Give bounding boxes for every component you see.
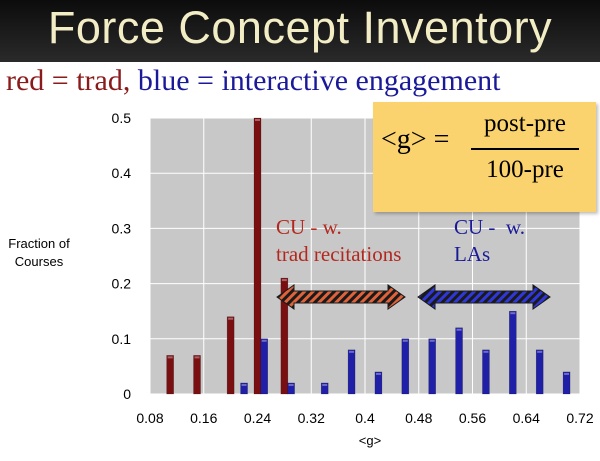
x-tick-label: 0.72 (566, 410, 593, 426)
x-tick-label: 0.56 (459, 410, 486, 426)
y-tick-label: 0.2 (112, 276, 132, 292)
trad-bar-highlight (255, 119, 260, 121)
interactive-range-arrow (417, 284, 551, 310)
y-tick-label: 0.1 (112, 331, 132, 347)
interactive-bar (320, 382, 329, 395)
trad-bar (193, 355, 201, 395)
interactive-bar-highlight (483, 350, 489, 353)
x-axis-label: <g> (358, 433, 382, 448)
y-tick-label: 0.4 (112, 165, 132, 181)
title-bar: Force Concept Inventory (0, 0, 600, 62)
interactive-bar-highlight (349, 350, 355, 353)
x-tick-label: 0.08 (136, 410, 163, 426)
interactive-bar-highlight (429, 339, 435, 342)
slide-title: Force Concept Inventory (47, 2, 553, 53)
y-axis-label: Fraction of Courses (8, 236, 70, 269)
tick-labels: 0.08 0.16 0.24 0.32 0.4 0.48 0.56 0.64 0.72 0 0.1 0… (112, 110, 594, 426)
y-tick-label: 0.3 (112, 220, 132, 236)
interactive-bar (509, 310, 517, 395)
interactive-bar (482, 349, 490, 395)
color-legend: red = trad, blue = interactive engagemen… (6, 64, 500, 98)
interactive-bar (240, 382, 248, 395)
trad-bar (280, 277, 289, 395)
x-tick-label: 0.48 (405, 410, 432, 426)
trad-legend-label: red = trad, (6, 64, 131, 97)
interactive-bar-highlight (288, 383, 294, 386)
x-tick-label: 0.24 (244, 410, 271, 426)
gain-formula-box: <g> = post-pre 100-pre (373, 102, 596, 212)
x-tick-label: 0.16 (190, 410, 217, 426)
interactive-legend-label: blue = interactive engagement (137, 64, 501, 97)
trad-bar (166, 355, 174, 395)
trad-range-arrow (276, 284, 406, 310)
formula-numerator: post-pre (484, 110, 566, 137)
formula-denominator: 100-pre (486, 156, 564, 183)
trad-bar (253, 117, 262, 395)
interactive-bar-highlight (564, 372, 570, 375)
x-tick-label: 0.32 (298, 410, 325, 426)
interactive-bar-highlight (456, 328, 462, 331)
trad-bar-highlight (167, 356, 173, 359)
y-tick-label: 0 (123, 386, 131, 402)
interactive-bar (535, 349, 544, 395)
y-tick-label: 0.5 (112, 110, 132, 126)
interactive-bar (455, 327, 463, 395)
formula-fraction-bar (471, 148, 579, 150)
trad-bar-highlight (281, 279, 287, 282)
interactive-bar-highlight (375, 372, 381, 375)
interactive-bar (562, 371, 571, 395)
interactive-bar-highlight (510, 312, 516, 315)
formula-lhs: <g> = (381, 124, 450, 155)
interactive-bar (260, 338, 268, 395)
interactive-bar-highlight (322, 383, 328, 386)
interactive-bar (347, 349, 356, 395)
cu-trad-annotation: CU - w. trad recitations (276, 215, 402, 266)
interactive-bar-highlight (241, 383, 247, 386)
cu-la-annotation: CU - w. LAs (454, 215, 525, 266)
x-tick-label: 0.64 (513, 410, 540, 426)
interactive-bar-highlight (537, 350, 543, 353)
interactive-bar-highlight (261, 339, 267, 342)
interactive-bar-highlight (402, 339, 408, 342)
trad-bar (226, 316, 235, 395)
interactive-bar (287, 382, 295, 395)
bars-group (166, 117, 571, 395)
interactive-bar (374, 371, 383, 395)
trad-bar-highlight (228, 317, 234, 320)
interactive-bar (401, 338, 410, 395)
trad-bar-highlight (194, 356, 200, 359)
x-tick-label: 0.4 (355, 410, 375, 426)
interactive-bar (428, 338, 436, 395)
